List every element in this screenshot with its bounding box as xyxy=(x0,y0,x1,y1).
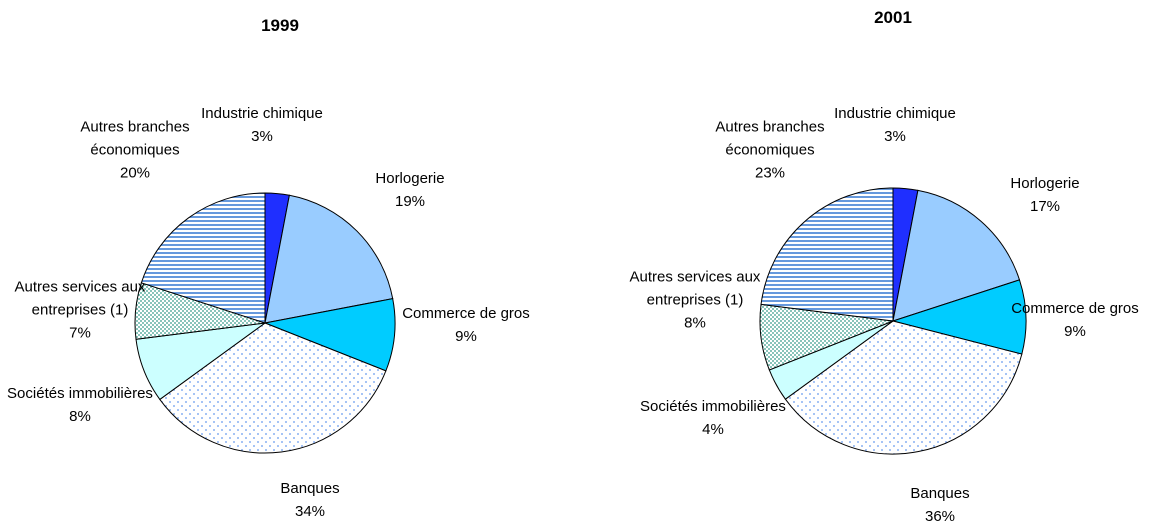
pie-slice xyxy=(159,322,387,454)
chart-title: 1999 xyxy=(261,16,299,35)
category-label: Autres services aux entreprises (1) xyxy=(14,278,146,319)
pie-slice xyxy=(140,192,266,324)
category-label: Autres branches économiques xyxy=(80,118,190,159)
category-label: Commerce de gros xyxy=(402,305,530,322)
pie-slice xyxy=(784,320,1023,455)
slice-label: Commerce de gros 9% xyxy=(1000,297,1150,343)
category-label: Banques xyxy=(910,485,970,502)
category-label: Industrie chimique xyxy=(201,105,323,122)
pie-slice xyxy=(892,189,1021,322)
slice-label: Horlogerie 19% xyxy=(335,167,485,213)
category-label: Industrie chimique xyxy=(834,105,956,122)
value-label: 19% xyxy=(394,193,426,210)
value-label: 9% xyxy=(455,328,477,345)
value-label: 8% xyxy=(69,408,91,425)
value-label: 4% xyxy=(702,421,724,438)
slice-label: Autres services aux entreprises (1) 8% xyxy=(620,266,770,335)
category-label: Autres branches économiques xyxy=(715,118,825,159)
slice-label: Autres services aux entreprises (1) 7% xyxy=(5,276,155,345)
value-label: 34% xyxy=(294,503,326,520)
category-label: Autres services aux entreprises (1) xyxy=(629,268,761,309)
value-label: 3% xyxy=(884,128,906,145)
pie-slice xyxy=(264,194,394,324)
slice-label: Autres branches économiques 23% xyxy=(695,116,845,185)
value-label: 3% xyxy=(251,128,273,145)
chart-title: 2001 xyxy=(874,8,912,27)
slice-label: Industrie chimique 3% xyxy=(820,102,970,148)
slice-label: Horlogerie 17% xyxy=(970,172,1120,218)
value-label: 36% xyxy=(924,508,956,524)
value-label: 7% xyxy=(69,324,91,342)
slice-label: Banques 36% xyxy=(865,482,1015,524)
pie-slice xyxy=(760,187,894,322)
slice-label: Autres branches économiques 20% xyxy=(60,116,210,185)
slice-label: Commerce de gros 9% xyxy=(391,302,541,348)
value-label: 17% xyxy=(1029,198,1061,215)
category-label: Horlogerie xyxy=(1010,175,1080,192)
slice-label: Industrie chimique 3% xyxy=(187,102,337,148)
value-label: 8% xyxy=(684,314,706,332)
slice-label: Sociétés immobilières 4% xyxy=(638,395,788,441)
slice-label: Banques 34% xyxy=(235,477,385,523)
slice-label: Sociétés immobilières 8% xyxy=(5,382,155,428)
category-label: Banques xyxy=(280,480,340,497)
category-label: Commerce de gros xyxy=(1011,300,1139,317)
value-label: 9% xyxy=(1064,323,1086,340)
category-label: Horlogerie xyxy=(375,170,445,187)
category-label: Sociétés immobilières xyxy=(640,398,786,415)
value-label: 23% xyxy=(754,164,786,182)
category-label: Sociétés immobilières xyxy=(7,385,153,402)
value-label: 20% xyxy=(119,164,151,182)
